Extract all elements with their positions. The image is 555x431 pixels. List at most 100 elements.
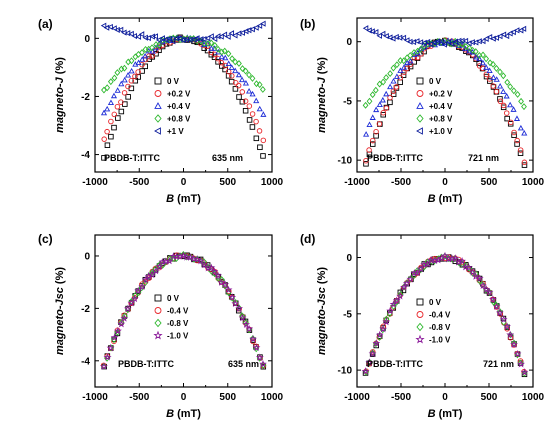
data-point bbox=[121, 90, 128, 96]
data-point bbox=[108, 133, 114, 140]
data-point bbox=[479, 59, 487, 66]
data-point bbox=[186, 253, 195, 261]
data-point bbox=[128, 67, 135, 74]
panel-label: (c) bbox=[38, 232, 53, 246]
data-point bbox=[104, 142, 111, 148]
legend-entry: +1 V bbox=[167, 127, 184, 136]
data-point bbox=[211, 54, 218, 60]
data-point bbox=[260, 137, 267, 144]
y-tick-label: -5 bbox=[343, 96, 352, 107]
data-point bbox=[236, 59, 242, 67]
data-point bbox=[445, 39, 452, 46]
data-point bbox=[208, 39, 215, 47]
data-point bbox=[121, 76, 128, 83]
y-axis-label: magneto-J (%) bbox=[54, 57, 66, 133]
data-point bbox=[260, 111, 267, 117]
data-point bbox=[222, 54, 229, 61]
data-point bbox=[232, 58, 239, 66]
data-point bbox=[211, 45, 218, 51]
panel-label: (d) bbox=[300, 232, 315, 246]
data-point bbox=[517, 27, 524, 34]
data-point bbox=[487, 59, 493, 67]
series-3 bbox=[361, 251, 529, 376]
x-tick-label: 1000 bbox=[261, 392, 284, 403]
legend-marker bbox=[154, 90, 162, 97]
data-point bbox=[366, 97, 373, 105]
data-point bbox=[225, 60, 232, 66]
legend-entry: +0.4 V bbox=[167, 102, 191, 111]
legend: 0 V -0.4 V -0.8 V -1.0 V bbox=[415, 298, 451, 345]
data-point bbox=[496, 33, 503, 40]
data-point bbox=[503, 33, 510, 40]
data-point bbox=[114, 326, 122, 335]
data-point bbox=[390, 91, 397, 97]
data-point bbox=[393, 73, 400, 79]
data-point bbox=[215, 59, 221, 65]
data-point bbox=[366, 361, 373, 367]
data-point bbox=[121, 312, 128, 320]
data-point bbox=[101, 136, 107, 142]
data-point bbox=[235, 82, 242, 89]
data-point bbox=[365, 358, 374, 366]
x-tick-label: -1000 bbox=[344, 392, 370, 403]
y-axis-label: magneto-Jsc (%) bbox=[316, 267, 328, 355]
data-point bbox=[169, 38, 176, 45]
y-tick-label: -4 bbox=[81, 150, 90, 161]
data-point bbox=[479, 38, 486, 45]
data-point bbox=[379, 30, 386, 37]
legend-marker bbox=[153, 330, 163, 340]
data-point bbox=[376, 32, 382, 39]
data-point bbox=[256, 105, 263, 112]
data-point bbox=[500, 104, 507, 111]
data-point bbox=[130, 294, 139, 303]
series-3 bbox=[100, 251, 267, 370]
data-point bbox=[104, 128, 110, 135]
data-point bbox=[260, 20, 266, 27]
data-point bbox=[427, 256, 435, 264]
data-point bbox=[397, 74, 403, 81]
data-point bbox=[427, 40, 434, 48]
data-point bbox=[387, 70, 394, 78]
legend: 0 V -0.4 V -0.8 V -1.0 V bbox=[153, 294, 189, 341]
data-point bbox=[103, 24, 110, 31]
data-point bbox=[500, 31, 507, 38]
data-point bbox=[520, 368, 529, 376]
data-point bbox=[249, 90, 256, 97]
data-point bbox=[468, 268, 477, 276]
data-point bbox=[366, 147, 372, 153]
data-point bbox=[521, 159, 528, 166]
data-point bbox=[413, 38, 420, 45]
data-point bbox=[493, 76, 500, 82]
data-point bbox=[111, 124, 117, 131]
data-point bbox=[483, 55, 490, 63]
legend-entry: -1.0 V bbox=[167, 332, 189, 341]
x-tick-label: -1000 bbox=[344, 177, 370, 188]
data-point bbox=[490, 74, 497, 80]
data-point bbox=[152, 266, 160, 275]
data-point bbox=[141, 275, 150, 284]
data-point bbox=[210, 267, 219, 275]
data-point bbox=[200, 260, 209, 269]
data-point bbox=[242, 320, 251, 328]
data-point bbox=[246, 117, 253, 123]
data-point bbox=[224, 285, 233, 294]
data-point bbox=[135, 33, 142, 40]
data-point bbox=[242, 80, 249, 86]
data-point bbox=[252, 343, 261, 351]
wavelength-annotation: 635 nm bbox=[228, 359, 259, 369]
data-point bbox=[486, 67, 493, 73]
data-point bbox=[131, 32, 138, 40]
data-point bbox=[390, 64, 397, 72]
legend-marker bbox=[416, 90, 424, 97]
data-points bbox=[362, 25, 528, 168]
data-point bbox=[407, 275, 414, 283]
data-point bbox=[373, 106, 380, 113]
data-point bbox=[135, 69, 141, 75]
data-point bbox=[473, 270, 479, 278]
data-point bbox=[380, 111, 386, 118]
data-point bbox=[104, 105, 111, 112]
y-tick-label: -2 bbox=[81, 304, 90, 315]
data-point bbox=[218, 59, 225, 66]
x-tick-label: 0 bbox=[442, 392, 448, 403]
data-point bbox=[500, 102, 507, 109]
